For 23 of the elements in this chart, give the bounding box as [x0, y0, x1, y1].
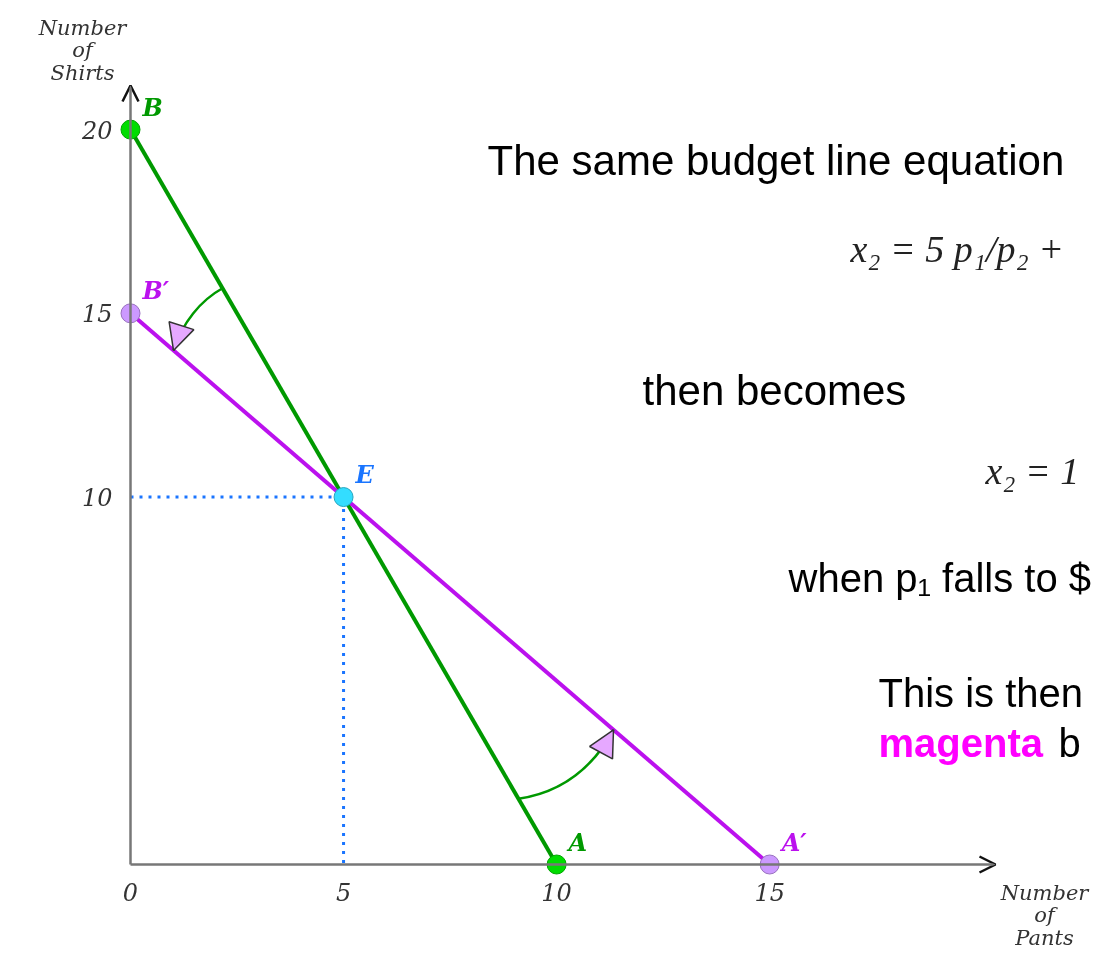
x-tick-label: 5	[335, 878, 352, 907]
x-tick-label: 15	[754, 878, 785, 907]
x-tick-label: 10	[541, 878, 572, 907]
annotation: when p₁ falls to $	[787, 555, 1092, 600]
annotation: A	[566, 827, 588, 857]
annotation: magenta	[878, 720, 1044, 765]
y-tick-label: 10	[81, 484, 113, 513]
annotation: The same budget line equation	[487, 137, 1065, 184]
x-axis-title: Number of Pants	[999, 880, 1091, 951]
point	[333, 487, 354, 508]
x-tick-label: 0	[122, 878, 139, 907]
annotation: x₂ = 5 p₁/p₂ +	[849, 227, 1064, 270]
annotation: B	[141, 92, 163, 122]
annotation: then becomes	[642, 367, 907, 414]
annotation: This is then	[878, 670, 1084, 715]
annotation: E	[354, 460, 375, 490]
y-axis-title: Number of Shirts	[37, 15, 129, 86]
annotation: B′	[141, 276, 170, 306]
text: b	[1058, 720, 1081, 765]
y-tick-label: 20	[80, 116, 113, 145]
annotation: x₂ = 1	[984, 449, 1080, 492]
annotation: A′	[779, 827, 808, 857]
y-tick-label: 15	[81, 300, 113, 329]
